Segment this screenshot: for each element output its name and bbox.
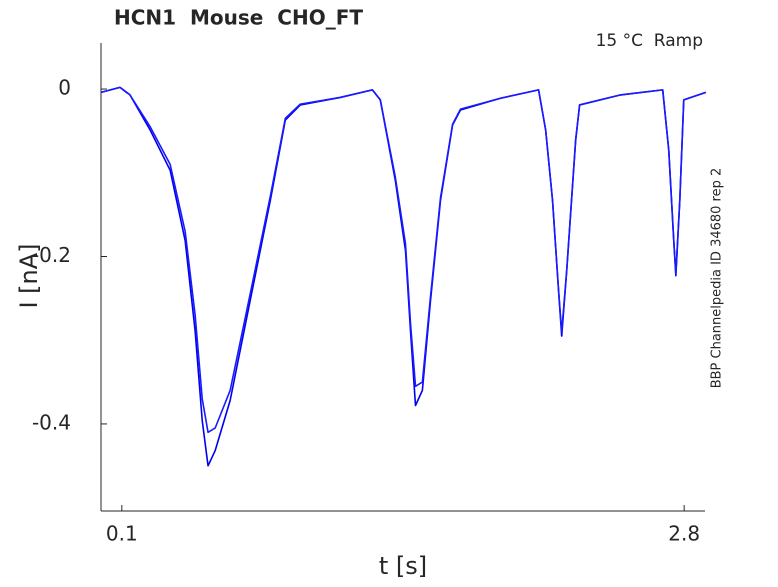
y-axis-label: I [nA] bbox=[15, 243, 43, 308]
annotation: 15 °C Ramp bbox=[596, 31, 703, 51]
trace bbox=[100, 86, 707, 434]
x-tick-label: 0.1 bbox=[106, 522, 138, 546]
x-axis-label: t [s] bbox=[379, 552, 427, 580]
y-tick-label: -0.4 bbox=[32, 410, 71, 434]
x-tick-label: 2.8 bbox=[668, 522, 700, 546]
side-note: BBP Channelpedia ID 34680 rep 2 bbox=[710, 168, 725, 389]
y-tick-label: 0 bbox=[58, 76, 71, 100]
chart-title: HCN1 Mouse CHO_FT bbox=[114, 6, 363, 30]
y-tick-label: -0.2 bbox=[32, 243, 71, 267]
